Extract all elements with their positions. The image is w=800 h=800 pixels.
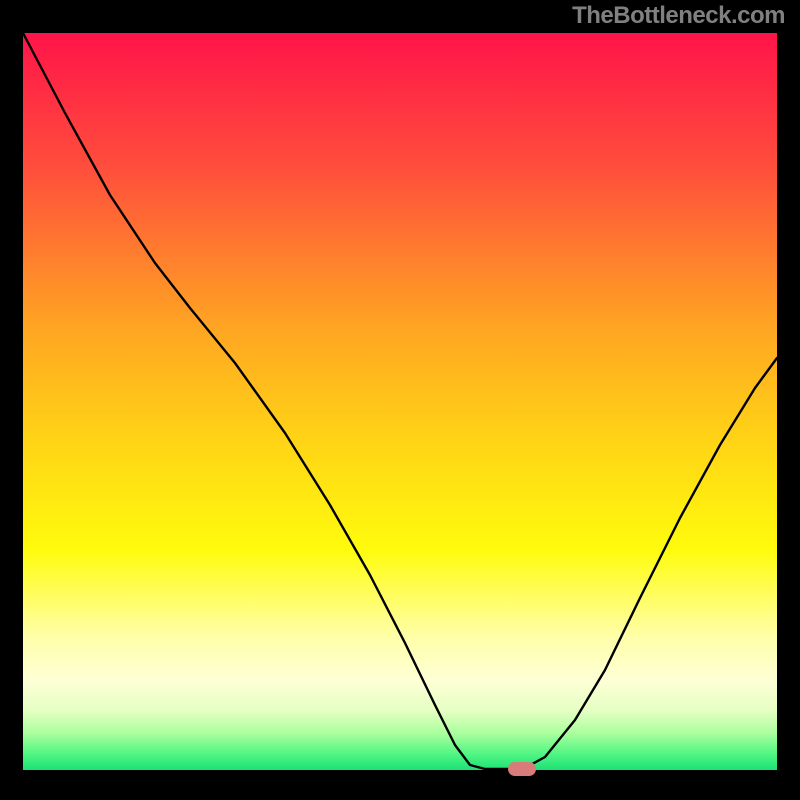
optimal-marker-pill xyxy=(508,762,536,776)
chart-container: TheBottleneck.com xyxy=(0,0,800,800)
heatmap-gradient-background xyxy=(23,33,777,770)
watermark-label: TheBottleneck.com xyxy=(572,2,785,30)
